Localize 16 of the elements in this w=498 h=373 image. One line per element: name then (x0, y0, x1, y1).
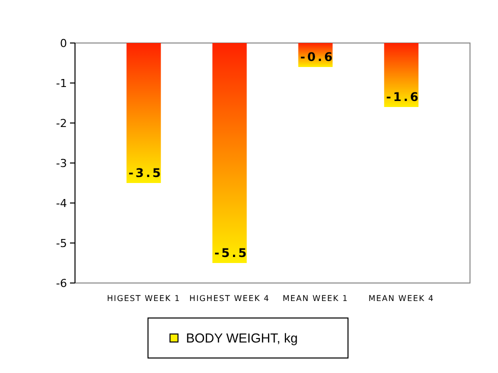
x-tick-label: MEAN WEEK 4 (368, 294, 434, 303)
y-tick-label: -1 (56, 76, 67, 90)
x-tick-label: HIGEST WEEK 1 (106, 294, 180, 303)
x-tick-label: MEAN WEEK 1 (282, 294, 348, 303)
y-tick-label: -6 (56, 276, 67, 290)
data-label: -5.5 (214, 246, 249, 260)
y-tick-label: -4 (56, 196, 67, 210)
y-tick-label: -3 (56, 156, 67, 170)
x-tick-label: HIGHEST WEEK 4 (189, 294, 270, 303)
y-tick-label: 0 (60, 36, 67, 50)
data-label: -3.5 (128, 166, 163, 180)
legend-label: BODY WEIGHT, kg (186, 330, 298, 346)
data-label: -0.6 (300, 50, 335, 64)
y-tick-label: -5 (56, 236, 67, 250)
data-label: -1.6 (386, 90, 420, 104)
y-tick-label: -2 (56, 116, 67, 130)
